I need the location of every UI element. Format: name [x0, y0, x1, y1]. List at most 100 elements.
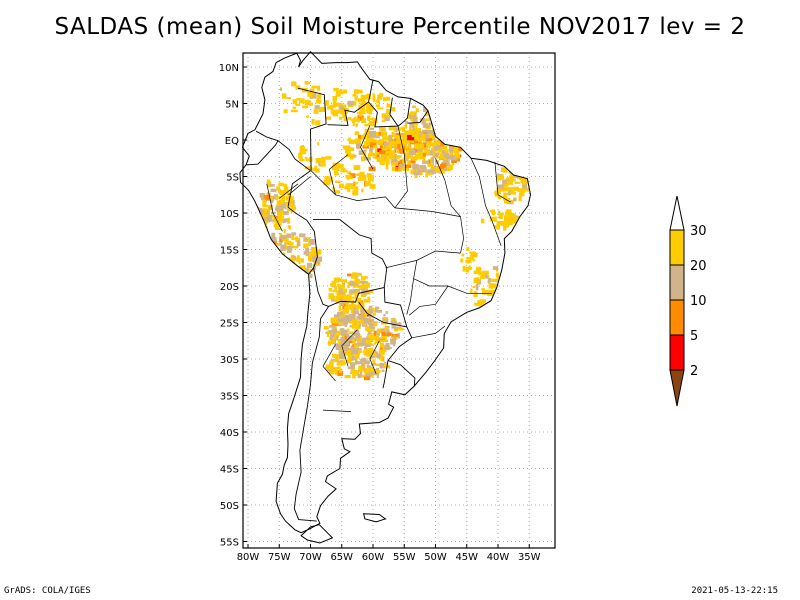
percentile-cell: [380, 355, 384, 361]
percentile-cell: [303, 243, 309, 249]
percentile-cell: [342, 339, 349, 346]
percentile-cell: [339, 294, 345, 298]
percentile-cell: [294, 280, 299, 283]
percentile-cell: [483, 270, 489, 275]
percentile-cell: [489, 309, 493, 313]
percentile-cell: [389, 141, 393, 148]
percentile-cell: [453, 147, 459, 152]
percentile-cell: [317, 142, 320, 146]
percentile-cell: [346, 360, 352, 364]
percentile-cell: [285, 201, 289, 207]
percentile-cell: [444, 149, 450, 152]
percentile-cell: [270, 262, 273, 267]
percentile-cell: [442, 145, 447, 148]
percentile-cell: [470, 288, 473, 294]
percentile-cell: [412, 124, 415, 131]
percentile-cell: [373, 350, 376, 353]
percentile-cell: [385, 155, 389, 160]
percentile-cell: [410, 169, 415, 175]
percentile-cell: [414, 138, 419, 144]
percentile-cell: [396, 135, 399, 139]
percentile-cell: [287, 240, 292, 246]
percentile-cell: [316, 85, 321, 91]
percentile-cell: [409, 129, 414, 133]
percentile-cell: [388, 136, 391, 142]
percentile-cell: [339, 348, 345, 352]
percentile-cell: [305, 158, 313, 162]
state-border: [322, 344, 336, 382]
percentile-cell: [266, 244, 270, 249]
percentile-cell: [380, 328, 385, 333]
percentile-cell: [334, 343, 339, 348]
percentile-cell: [348, 335, 354, 341]
percentile-cell: [437, 149, 444, 153]
percentile-cell: [286, 191, 290, 196]
percentile-cell: [254, 209, 258, 213]
percentile-cell: [350, 368, 354, 374]
percentile-cell: [462, 265, 466, 272]
percentile-cell: [466, 246, 470, 251]
percentile-cell: [280, 272, 287, 277]
percentile-cell: [336, 163, 344, 169]
country-border: [397, 98, 411, 127]
percentile-cell: [489, 216, 495, 222]
percentile-cell: [351, 274, 357, 279]
percentile-cell: [399, 159, 404, 165]
lat-tick-label: 50S: [220, 501, 239, 512]
percentile-cell: [351, 118, 356, 123]
percentile-cell: [344, 350, 349, 356]
percentile-cell: [263, 235, 269, 239]
percentile-cell: [312, 168, 316, 172]
percentile-cell: [393, 161, 398, 164]
percentile-cell: [421, 120, 426, 125]
percentile-cell: [431, 162, 434, 167]
percentile-cell: [326, 364, 332, 370]
country-border: [313, 219, 388, 307]
percentile-cell: [512, 173, 516, 179]
percentile-cell: [268, 253, 275, 259]
percentile-cell: [372, 119, 378, 124]
percentile-cell: [381, 119, 386, 123]
percentile-cell: [260, 196, 264, 201]
percentile-cell: [402, 158, 407, 163]
percentile-cell: [344, 334, 348, 340]
percentile-cell: [504, 197, 511, 204]
percentile-cell: [364, 313, 367, 320]
legend-bin-10-20: [669, 264, 685, 301]
percentile-cell: [422, 142, 427, 149]
percentile-cell: [359, 110, 363, 117]
percentile-cell: [355, 305, 363, 308]
percentile-cell: [353, 165, 361, 171]
percentile-cell: [370, 326, 375, 330]
lat-tick-label: 35S: [220, 392, 239, 403]
state-border: [494, 161, 511, 203]
percentile-cell: [431, 103, 434, 108]
percentile-cell: [398, 163, 405, 168]
percentile-cell: [280, 265, 283, 268]
percentile-cell: [522, 187, 529, 192]
percentile-cell: [443, 157, 447, 161]
map-frame: [242, 52, 556, 549]
state-border: [310, 170, 461, 217]
percentile-cell: [508, 175, 514, 180]
percentile-cell: [512, 213, 515, 217]
percentile-cell: [413, 126, 418, 132]
percentile-cell: [331, 353, 337, 358]
percentile-cell: [405, 164, 412, 168]
percentile-cell: [363, 360, 370, 364]
percentile-cell: [309, 88, 315, 92]
percentile-cell: [383, 155, 388, 160]
state-border: [470, 158, 502, 246]
percentile-cell: [376, 328, 383, 333]
percentile-cell: [352, 285, 360, 288]
percentile-cell: [501, 221, 508, 226]
percentile-cell: [391, 160, 396, 166]
percentile-cell: [408, 112, 413, 117]
lat-tick-label: 15S: [220, 246, 239, 257]
percentile-cell: [351, 355, 358, 361]
percentile-cell: [438, 146, 441, 149]
percentile-cell: [391, 159, 398, 163]
percentile-cell: [356, 285, 362, 288]
percentile-cell: [473, 278, 480, 284]
percentile-cell: [345, 297, 352, 303]
